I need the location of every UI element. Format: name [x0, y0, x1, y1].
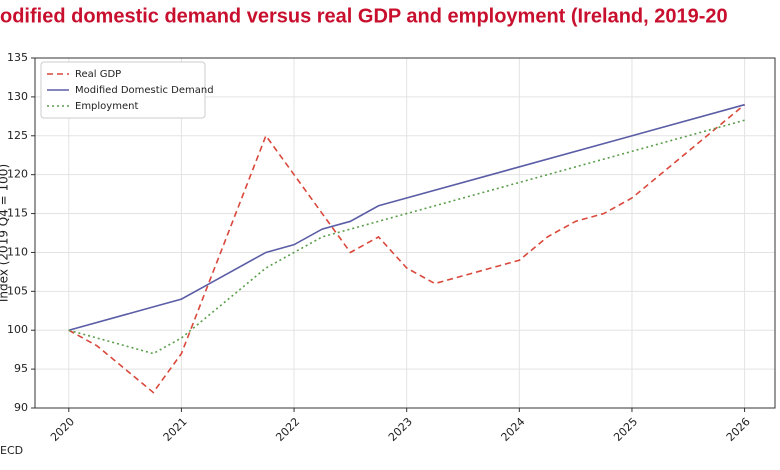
- y-tick-label: 135: [7, 51, 28, 64]
- y-tick-label: 95: [14, 362, 28, 375]
- y-tick-label: 100: [7, 323, 28, 336]
- y-tick-label: 120: [7, 168, 28, 181]
- y-tick-label: 130: [7, 90, 28, 103]
- y-axis-label: Index (2019 Q4 = 100): [0, 164, 11, 302]
- legend-label: Employment: [75, 101, 138, 112]
- source: ECD: [0, 444, 23, 457]
- legend-label: Real GDP: [75, 69, 121, 80]
- y-tick-label: 90: [14, 401, 28, 414]
- chart-title: odified domestic demand versus real GDP …: [0, 5, 728, 27]
- y-tick-label: 115: [7, 207, 28, 220]
- legend-box: [40, 61, 206, 119]
- plot-frame: [34, 57, 776, 409]
- y-tick-label: 105: [7, 284, 28, 297]
- y-tick-label: 110: [7, 245, 28, 258]
- y-tick-label: 125: [7, 129, 28, 142]
- series-line: [68, 103, 745, 331]
- series-line: [68, 104, 746, 394]
- legend-label: Modified Domestic Demand: [75, 85, 214, 96]
